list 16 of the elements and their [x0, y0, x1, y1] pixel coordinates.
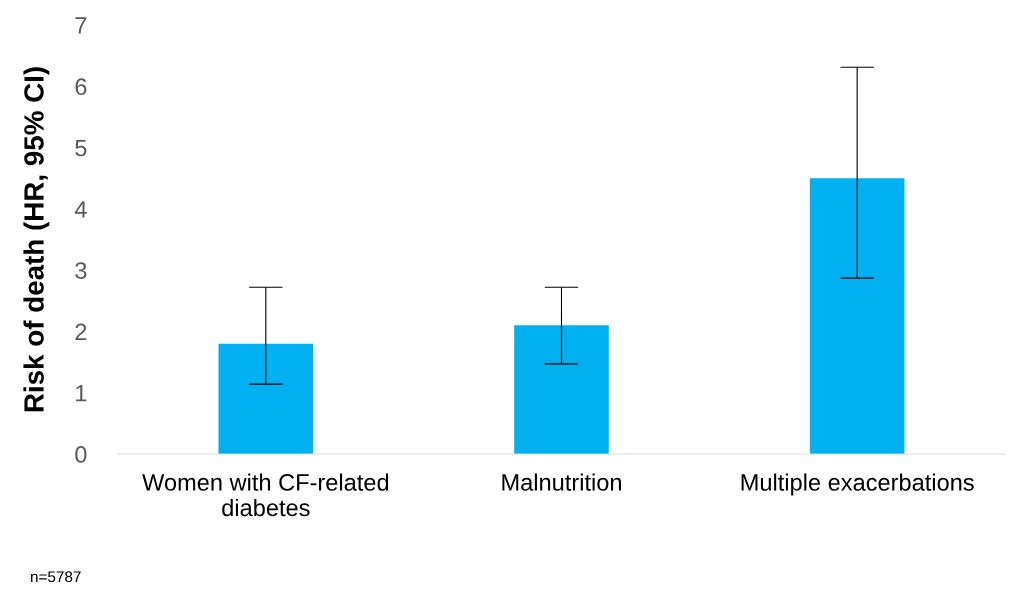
y-tick-label: 0	[75, 446, 87, 463]
y-tick-label: 3	[75, 262, 87, 279]
bar	[218, 343, 314, 454]
bar	[809, 178, 905, 454]
x-tick-label: Multiple exacerbations	[741, 473, 974, 496]
y-tick-label: 5	[75, 139, 87, 157]
y-tick-label: 4	[74, 201, 87, 218]
y-tick-label: 1	[76, 385, 87, 402]
y-axis-title: Risk of death (HR, 95% CI)	[23, 67, 50, 412]
y-tick-label: 2	[75, 323, 87, 340]
x-tick-label: Malnutrition	[502, 473, 621, 491]
bar	[514, 325, 609, 454]
x-tick-label: Women with CF-related diabetes	[142, 473, 389, 517]
y-tick-label: 7	[75, 17, 87, 34]
text: n=5787	[31, 571, 81, 583]
y-tick-label: 6	[75, 78, 87, 96]
